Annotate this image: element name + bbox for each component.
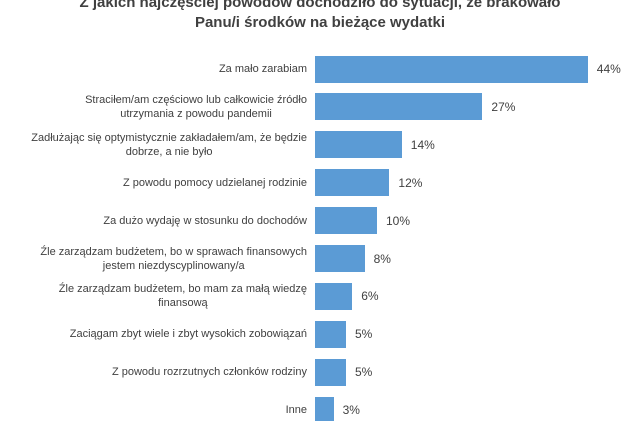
bar (315, 396, 334, 421)
category-label: Źle zarządzam budżetem, bo mam za małą w… (0, 277, 307, 315)
bar (315, 320, 346, 348)
value-label: 44% (596, 62, 621, 76)
chart-title: Z jakich najczęściej powodów dochodziło … (79, 0, 561, 11)
category-text: Za mało zarabiam (218, 63, 307, 75)
category-text: Zaciągam zbyt wiele i zbyt wysokich zobo… (69, 328, 307, 341)
category-text: Inne (285, 404, 307, 417)
category-label: Źle zarządzam budżetem, bo w sprawach fi… (0, 240, 307, 278)
category-label: Inne (0, 391, 307, 421)
category-text: Źle zarządzam budżetem, bo mam za małą w… (58, 283, 307, 310)
category-label: Z powodu rozrzutnych członków rodziny (0, 353, 307, 391)
bar (315, 245, 365, 272)
category-text: Z powodu rozrzutnych członków rodziny (111, 366, 307, 379)
bar (315, 169, 390, 197)
category-label: Z powodu pomocy udzielanej rodzinie (0, 164, 307, 202)
value-label: 8% (373, 251, 391, 266)
category-text: Straciłem/am częściowo lub całkowicie źr… (85, 93, 307, 120)
value-label: 10% (386, 213, 411, 228)
bar (315, 131, 402, 159)
category-label: Zadłużając się optymistycznie zakładałem… (0, 126, 307, 164)
category-text: Z powodu pomocy udzielanej rodzinie (122, 176, 307, 189)
value-label: 12% (398, 175, 423, 190)
bar (315, 282, 353, 310)
bar (315, 93, 483, 121)
category-label: Zaciągam zbyt wiele i zbyt wysokich zobo… (0, 315, 307, 353)
value-label: 14% (410, 137, 435, 152)
chart-title: Panu/i środków na bieżące wydatki (194, 14, 446, 31)
value-label: 5% (355, 365, 373, 380)
value-label: 3% (342, 403, 360, 418)
bar (315, 55, 588, 83)
category-label: Za mało zarabiam (0, 50, 307, 88)
category-label: Za dużo wydaję w stosunku do dochodów (0, 202, 307, 240)
value-label: 27% (491, 99, 516, 114)
category-label: Straciłem/am częściowo lub całkowicie źr… (0, 88, 307, 126)
category-text: Za dużo wydaję w stosunku do dochodów (103, 214, 307, 227)
bar (315, 358, 346, 386)
value-label: 6% (361, 289, 379, 304)
value-label: 5% (355, 327, 373, 342)
category-text: Źle zarządzam budżetem, bo w sprawach fi… (40, 245, 307, 272)
category-text: Zadłużając się optymistycznie zakładałem… (31, 131, 307, 158)
bar (315, 207, 377, 235)
